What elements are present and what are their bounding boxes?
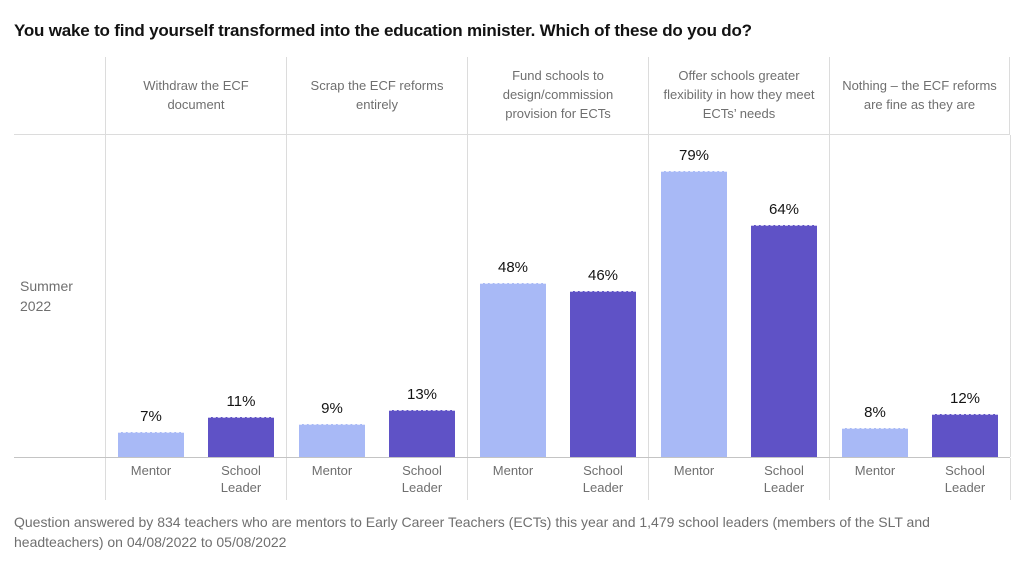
bar-slot: 64% [751, 135, 817, 457]
bar-slot: 11% [208, 135, 274, 457]
bar-school-leader [751, 225, 817, 457]
category-header-1: Withdraw the ECF document [105, 57, 286, 134]
x-label-school-leader: School Leader [220, 463, 262, 495]
bar-value-label: 11% [226, 393, 256, 411]
bar-mentor [661, 171, 727, 457]
category-header-4: Offer schools greater flexibility in how… [648, 57, 829, 134]
bar-slot: 8% [842, 135, 908, 457]
x-label-mentor: Mentor [130, 463, 172, 478]
bar-value-label: 9% [321, 400, 343, 418]
bar-slot: 9% [299, 135, 365, 457]
x-label-school-leader: School Leader [582, 463, 624, 495]
category-panel-5: 8% 12% [829, 135, 1011, 457]
x-labels-4: Mentor School Leader [648, 458, 829, 500]
bar-value-label: 13% [406, 385, 438, 403]
x-label-school-leader: School Leader [401, 463, 443, 495]
x-labels-2: Mentor School Leader [286, 458, 467, 500]
bar-value-label: 48% [497, 259, 529, 277]
x-labels-3: Mentor School Leader [467, 458, 648, 500]
category-header-2: Scrap the ECF reforms entirely [286, 57, 467, 134]
bar-school-leader [208, 417, 274, 457]
x-labels-1: Mentor School Leader [105, 458, 286, 500]
x-label-mentor: Mentor [854, 463, 896, 478]
bar-slot: 13% [389, 135, 455, 457]
bar-slot: 12% [932, 135, 998, 457]
chart-footnote: Question answered by 834 teachers who ar… [14, 514, 930, 550]
bar-slot: 46% [570, 135, 636, 457]
bar-school-leader [389, 409, 455, 457]
bar-mentor [299, 424, 365, 457]
bar-mentor [842, 428, 908, 457]
x-label-mentor: Mentor [673, 463, 715, 478]
category-panel-1: 7% 11% [105, 135, 286, 457]
bar-value-label: 12% [949, 389, 981, 407]
bar-slot: 79% [661, 135, 727, 457]
row-label: Summer 2022 [14, 135, 105, 457]
xlabel-corner-cell [14, 458, 105, 500]
bar-value-label: 46% [587, 266, 619, 284]
category-panel-2: 9% 13% [286, 135, 467, 457]
category-panel-4: 79% 64% [648, 135, 829, 457]
x-labels-5: Mentor School Leader [829, 458, 1011, 500]
bar-value-label: 8% [864, 404, 886, 422]
bar-slot: 7% [118, 135, 184, 457]
bar-mentor [118, 431, 184, 457]
bar-value-label: 64% [768, 201, 800, 219]
bar-school-leader [570, 290, 636, 457]
row-label-text: Summer 2022 [20, 278, 73, 314]
header-corner-cell [14, 57, 105, 134]
category-header-5: Nothing – the ECF reforms are fine as th… [829, 57, 1010, 134]
x-label-school-leader: School Leader [763, 463, 805, 495]
x-label-mentor: Mentor [492, 463, 534, 478]
chart-title: You wake to find yourself transformed in… [14, 21, 752, 40]
category-panel-3: 48% 46% [467, 135, 648, 457]
x-label-school-leader: School Leader [944, 463, 986, 495]
bar-value-label: 79% [678, 147, 710, 165]
bar-school-leader [932, 413, 998, 457]
bar-slot: 48% [480, 135, 546, 457]
bar-value-label: 7% [140, 407, 162, 425]
plot-area: Summer 2022 7% 11% 9% 13% 48 [14, 135, 1011, 458]
x-label-mentor: Mentor [311, 463, 353, 478]
category-header-row: Withdraw the ECF document Scrap the ECF … [14, 57, 1010, 135]
bar-mentor [480, 283, 546, 457]
category-header-3: Fund schools to design/commission provis… [467, 57, 648, 134]
x-axis-label-row: Mentor School Leader Mentor School Leade… [14, 458, 1011, 500]
